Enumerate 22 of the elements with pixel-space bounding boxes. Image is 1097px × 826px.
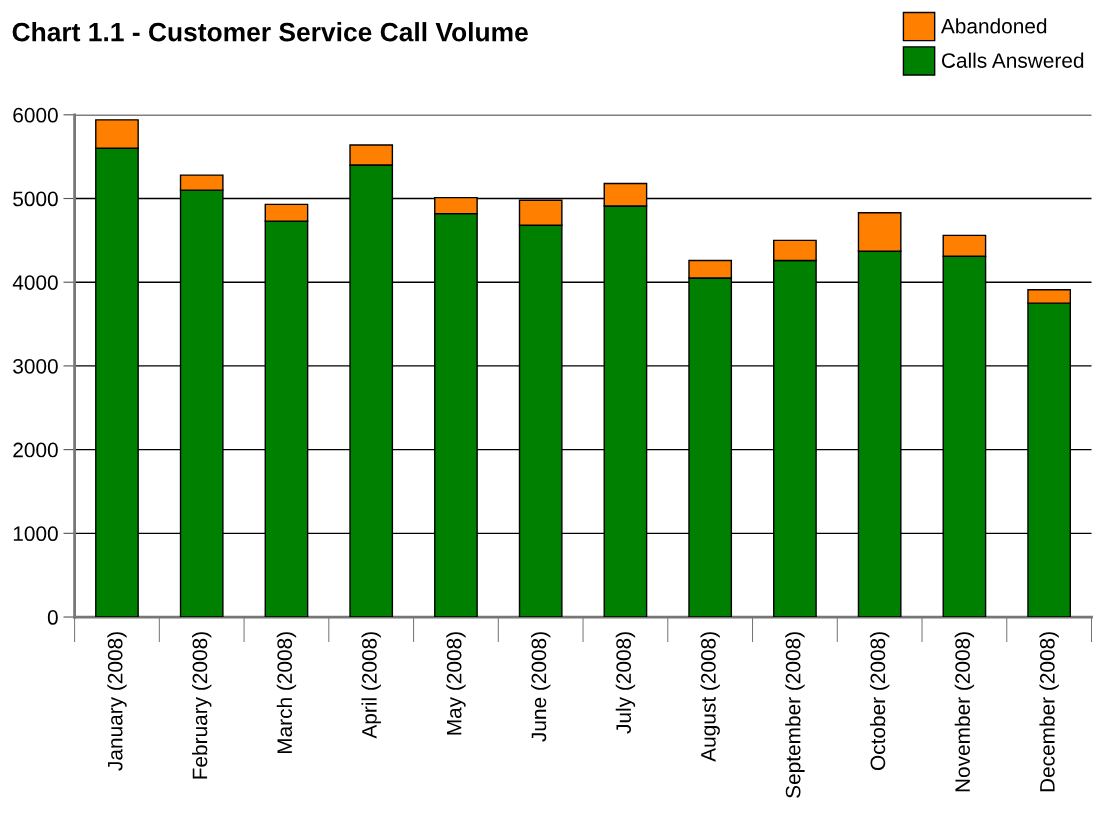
x-tick-label: July (2008) <box>615 632 636 734</box>
y-tick-label: 1000 <box>13 526 58 542</box>
x-tick-label: January (2008) <box>107 632 127 771</box>
x-tick-label: August (2008) <box>700 632 720 762</box>
x-tick-label: October (2008) <box>869 632 890 771</box>
x-tick-label: September (2008) <box>785 632 805 798</box>
x-tick-label: February (2008) <box>192 632 212 779</box>
x-tick-label: April (2008) <box>361 632 381 739</box>
x-tick-label: June (2008) <box>530 632 551 742</box>
legend-label: Abandoned <box>940 18 1047 34</box>
chart-title: Chart 1.1 - Customer Service Call Volume <box>12 22 528 42</box>
y-tick-label: 6000 <box>13 107 58 123</box>
y-tick-label: 0 <box>47 610 58 625</box>
x-tick-label: November (2008) <box>954 632 975 792</box>
y-tick-label: 3000 <box>13 358 58 374</box>
y-tick-label: 2000 <box>13 442 58 458</box>
y-tick-label: 5000 <box>13 191 58 207</box>
x-tick-label: December (2008) <box>1039 632 1059 792</box>
legend-label: Calls Answered <box>941 52 1084 68</box>
y-tick-label: 4000 <box>12 275 58 290</box>
x-tick-label: March (2008) <box>276 632 297 754</box>
x-tick-label: May (2008) <box>446 632 466 735</box>
